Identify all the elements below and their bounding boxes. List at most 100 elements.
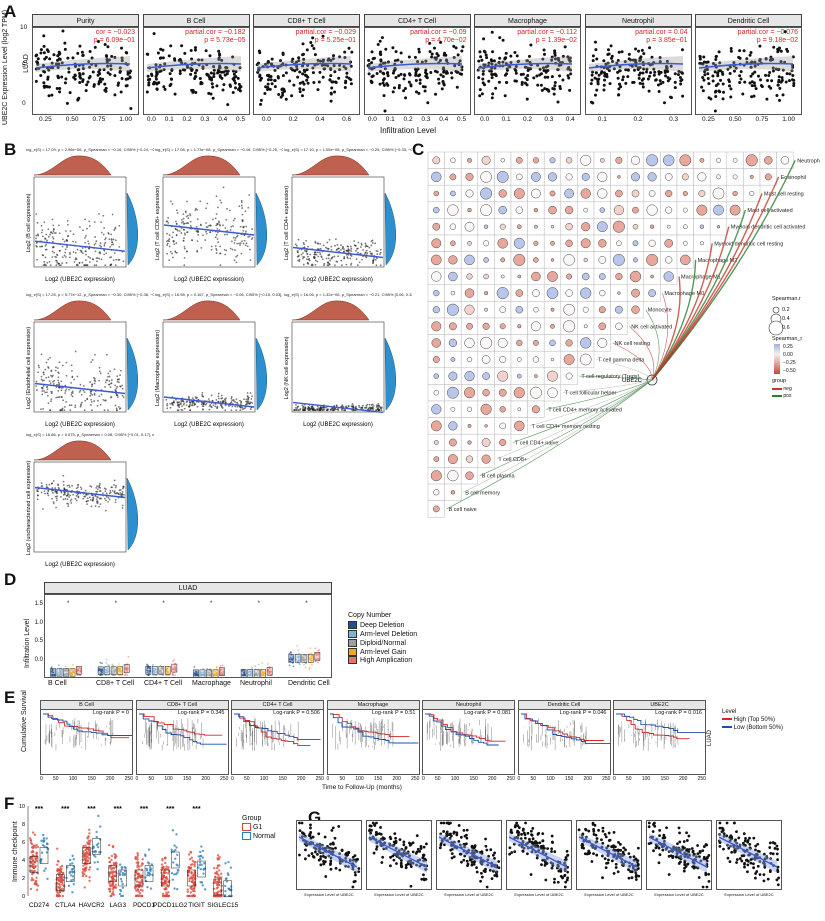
correlation-dot	[499, 323, 506, 330]
scatter-point	[626, 68, 630, 72]
matrix-row-label: Eosinophil	[781, 175, 806, 181]
cn-point	[125, 666, 127, 669]
scatter-point	[196, 58, 200, 62]
scatter-point	[184, 210, 187, 213]
scatter-point	[180, 401, 183, 403]
scatter-point	[240, 400, 243, 403]
scatter-point	[193, 46, 197, 50]
cn-point	[297, 655, 300, 658]
checkpoint-point	[43, 845, 46, 848]
scatter-point	[109, 396, 112, 399]
scatter-point	[145, 52, 149, 56]
scatter-point	[638, 71, 642, 75]
scatter-point	[545, 87, 549, 91]
panel-d-legend: Copy Number Deep Deletion Arm-level Delet…	[348, 612, 417, 665]
panel-b-scatter-svg: Log2 (UBE2C expression)Log2 (Macrophage …	[155, 300, 267, 428]
scatter-point	[602, 71, 606, 75]
scatter-point	[590, 70, 594, 74]
scatter-point	[327, 257, 330, 260]
cn-point	[255, 674, 258, 676]
x-tick: 150	[373, 776, 383, 782]
scatter-point	[769, 55, 773, 59]
scatter-point	[217, 53, 221, 57]
connection-line	[651, 276, 681, 381]
scatter-point	[698, 57, 702, 61]
correlation-dot	[466, 273, 473, 280]
scatter-point	[93, 382, 96, 385]
scatter-point	[85, 235, 87, 237]
scatter-point	[41, 485, 44, 487]
scatter-point	[750, 84, 754, 88]
scatter-point	[74, 497, 77, 500]
panel-a-cor-label: partial.cor = −0.182 p = 5.73e−05	[185, 29, 245, 45]
correlation-dot	[549, 157, 556, 164]
scatter-point	[56, 74, 60, 78]
scatter-point	[196, 230, 198, 233]
correlation-dot	[666, 224, 671, 229]
scatter-point	[36, 490, 39, 493]
correlation-dot	[549, 339, 556, 347]
panel-b-xlabel: Log2 (UBE2C expression)	[45, 562, 115, 568]
scatter-point	[108, 498, 111, 501]
scatter-point	[51, 232, 54, 235]
panel-e-xticks: 0 50 100 150 200 250	[613, 776, 706, 782]
correlation-dot	[550, 224, 555, 229]
panel-b-stat-label: log_e(S) = 16.86, p = 0.075, ρ_Spearman …	[26, 432, 154, 437]
checkpoint-point	[84, 848, 87, 852]
scatter-point	[666, 79, 670, 83]
scatter-point	[76, 375, 79, 378]
scatter-point	[175, 234, 178, 236]
scatter-point	[204, 72, 208, 76]
regression-line	[367, 62, 462, 69]
scatter-point	[738, 49, 742, 53]
scatter-point	[302, 406, 304, 409]
scatter-plot-area	[33, 461, 127, 553]
correlation-dot	[446, 386, 459, 399]
scatter-point	[593, 40, 597, 44]
scatter-point	[219, 264, 222, 267]
scatter-point	[185, 65, 189, 69]
scatter-point	[328, 253, 331, 256]
scatter-point	[108, 380, 111, 382]
scatter-point	[210, 248, 213, 251]
scatter-point	[303, 407, 306, 410]
checkpoint-point	[31, 872, 34, 876]
scatter-point	[379, 264, 382, 267]
correlation-dot	[447, 204, 459, 216]
scatter-point	[233, 86, 237, 90]
scatter-point	[222, 224, 224, 227]
cn-point	[172, 660, 174, 663]
scatter-point	[567, 76, 571, 80]
correlation-dot	[433, 440, 439, 445]
cn-point	[161, 666, 163, 668]
scatter-point	[312, 46, 316, 50]
x-tick: 0.3	[544, 116, 554, 123]
scatter-point	[188, 72, 192, 76]
scatter-point	[490, 62, 494, 66]
x-tick: 0	[40, 776, 43, 782]
scatter-point	[105, 495, 108, 498]
scatter-point	[343, 409, 345, 412]
correlation-dot	[581, 222, 591, 232]
p-value: p = 6.09e−01	[93, 37, 135, 44]
scatter-point	[247, 400, 250, 403]
panel-a-cor-label: cor = −0.023 p = 6.09e−01	[94, 29, 135, 45]
scatter-point	[98, 370, 101, 373]
scatter-point	[107, 372, 110, 375]
cn-point	[146, 671, 149, 674]
cn-point	[155, 671, 158, 673]
scatter-point	[249, 248, 251, 251]
scatter-point	[121, 507, 124, 509]
scatter-point	[698, 55, 702, 59]
correlation-dot	[663, 271, 674, 282]
scatter-point	[334, 244, 336, 247]
scatter-point	[85, 264, 88, 267]
scatter-point	[678, 79, 682, 83]
scatter-point	[63, 406, 66, 408]
scatter-point	[290, 94, 294, 98]
scatter-point	[550, 58, 554, 62]
scatter-point	[104, 381, 107, 384]
scatter-point	[189, 214, 192, 217]
scatter-point	[323, 67, 327, 71]
cn-point	[146, 667, 149, 669]
